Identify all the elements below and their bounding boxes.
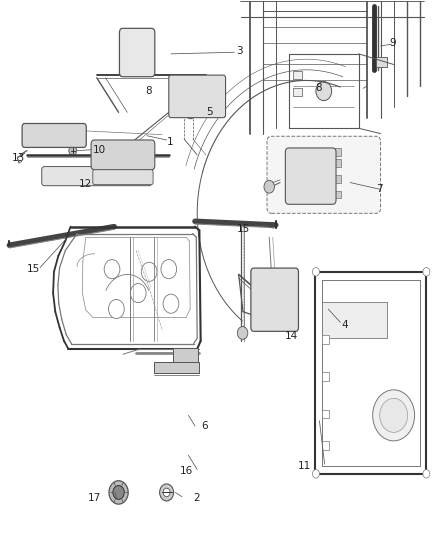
FancyBboxPatch shape <box>91 140 155 169</box>
Circle shape <box>122 33 128 41</box>
Circle shape <box>99 173 106 181</box>
Circle shape <box>253 321 259 329</box>
Text: 6: 6 <box>201 421 208 431</box>
Circle shape <box>28 130 39 142</box>
Circle shape <box>145 65 151 72</box>
Text: 9: 9 <box>389 38 396 48</box>
Text: 1: 1 <box>166 136 173 147</box>
Text: 8: 8 <box>315 83 321 93</box>
Circle shape <box>163 294 179 313</box>
Bar <box>332 149 341 156</box>
Circle shape <box>288 271 294 278</box>
Circle shape <box>161 260 177 279</box>
Circle shape <box>288 321 294 329</box>
FancyBboxPatch shape <box>93 169 153 184</box>
Circle shape <box>237 327 248 340</box>
Circle shape <box>141 171 149 181</box>
Circle shape <box>185 106 196 119</box>
Circle shape <box>109 300 124 319</box>
Circle shape <box>98 149 109 161</box>
Bar <box>293 71 302 79</box>
Text: 17: 17 <box>88 492 101 503</box>
FancyBboxPatch shape <box>42 166 152 185</box>
Text: 7: 7 <box>376 184 383 195</box>
Text: 4: 4 <box>341 320 348 330</box>
Circle shape <box>253 271 259 278</box>
Text: 12: 12 <box>79 179 92 189</box>
FancyBboxPatch shape <box>251 268 298 332</box>
Bar <box>182 104 187 109</box>
Circle shape <box>47 171 56 181</box>
Bar <box>293 88 302 96</box>
Circle shape <box>113 486 124 499</box>
Text: 15: 15 <box>237 224 250 235</box>
Circle shape <box>423 268 430 276</box>
Bar <box>332 159 341 166</box>
Text: 8: 8 <box>145 86 152 96</box>
Circle shape <box>174 76 181 85</box>
Circle shape <box>312 268 319 276</box>
Bar <box>173 349 198 364</box>
Bar <box>321 372 329 381</box>
FancyBboxPatch shape <box>120 28 155 77</box>
Bar <box>376 56 387 67</box>
Circle shape <box>78 132 85 140</box>
Text: 3: 3 <box>237 46 243 56</box>
Bar <box>132 70 143 75</box>
Bar <box>332 175 341 182</box>
Bar <box>193 104 198 109</box>
Circle shape <box>109 481 128 504</box>
Circle shape <box>264 294 276 309</box>
Circle shape <box>259 288 281 314</box>
Bar <box>321 409 329 418</box>
FancyBboxPatch shape <box>267 136 381 213</box>
Bar <box>321 441 329 450</box>
Circle shape <box>141 262 157 281</box>
Text: 15: 15 <box>27 264 40 274</box>
Circle shape <box>380 398 408 432</box>
FancyBboxPatch shape <box>22 124 86 148</box>
Circle shape <box>163 488 170 497</box>
Text: 10: 10 <box>92 144 106 155</box>
Circle shape <box>316 82 332 101</box>
Text: 14: 14 <box>285 330 298 341</box>
Circle shape <box>159 484 173 501</box>
Text: 5: 5 <box>206 107 212 117</box>
Circle shape <box>423 470 430 478</box>
Circle shape <box>145 33 151 41</box>
Circle shape <box>104 260 120 279</box>
Text: 11: 11 <box>297 461 311 471</box>
Circle shape <box>69 146 77 156</box>
Circle shape <box>373 390 415 441</box>
Circle shape <box>264 180 275 193</box>
Text: 16: 16 <box>180 466 193 476</box>
Bar <box>321 335 329 344</box>
Text: 13: 13 <box>12 152 25 163</box>
Bar <box>153 362 199 373</box>
Bar <box>321 302 387 338</box>
Text: 2: 2 <box>193 492 199 503</box>
Bar <box>202 104 208 109</box>
FancyBboxPatch shape <box>169 75 226 118</box>
Circle shape <box>131 284 146 303</box>
FancyBboxPatch shape <box>286 148 336 204</box>
Circle shape <box>122 65 128 72</box>
Bar <box>332 191 341 198</box>
Circle shape <box>312 470 319 478</box>
Circle shape <box>211 76 218 85</box>
